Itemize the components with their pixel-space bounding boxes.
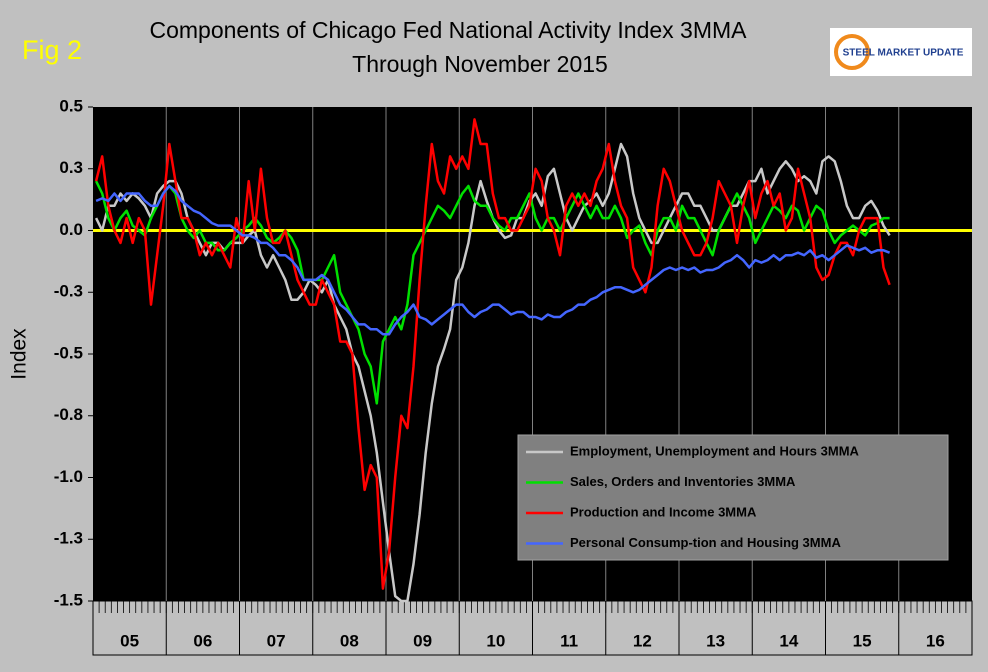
chart-subtitle: Through November 2015 [352, 51, 608, 77]
x-tick-label: 09 [413, 631, 432, 650]
y-tick-label: -1.0 [54, 467, 83, 486]
series-line [94, 118, 891, 590]
y-tick-label: 0.5 [59, 96, 83, 115]
x-tick-label: 05 [120, 631, 139, 650]
x-tick-label: 13 [706, 631, 725, 650]
plot-layer: 0.5 0.3 0.0 -0.3 -0.5 -0.8 -1.0 -1.3 -1.5 05 06 07 0… [54, 96, 973, 655]
x-tick-label: 16 [926, 631, 945, 650]
x-tick-label: 12 [633, 631, 652, 650]
x-tick-label: 14 [779, 631, 798, 650]
figure-label: Fig 2 [22, 35, 82, 65]
legend-label: Personal Consump-tion and Housing 3MMA [570, 535, 841, 550]
legend-label: Sales, Orders and Inventories 3MMA [570, 474, 796, 489]
logo-icon [834, 34, 870, 70]
x-tick-label: 10 [486, 631, 505, 650]
y-tick-label: -0.8 [54, 405, 83, 424]
x-tick-label: 06 [193, 631, 212, 650]
y-tick-label: 0.3 [59, 158, 83, 177]
y-tick-label: -1.3 [54, 529, 83, 548]
series-line [94, 180, 890, 405]
legend-label: Production and Income 3MMA [570, 504, 757, 519]
logo-text: STEEL MARKET UPDATE [843, 48, 964, 59]
y-tick-label: 0.0 [59, 220, 83, 239]
x-tick-label: 08 [340, 631, 359, 650]
y-tick-label: -1.5 [54, 590, 83, 609]
x-tick-label: 15 [853, 631, 872, 650]
y-tick-label: -0.3 [54, 282, 83, 301]
y-axis-label: Index [8, 328, 31, 380]
y-tick-label: -0.5 [54, 343, 83, 362]
chart-title: Components of Chicago Fed National Activ… [149, 17, 747, 43]
x-tick-label: 11 [560, 631, 578, 650]
series-line [95, 184, 891, 336]
x-tick-label: 07 [267, 631, 286, 650]
legend-label: Employment, Unemployment and Hours 3MMA [570, 443, 860, 458]
legend-box [517, 434, 949, 561]
